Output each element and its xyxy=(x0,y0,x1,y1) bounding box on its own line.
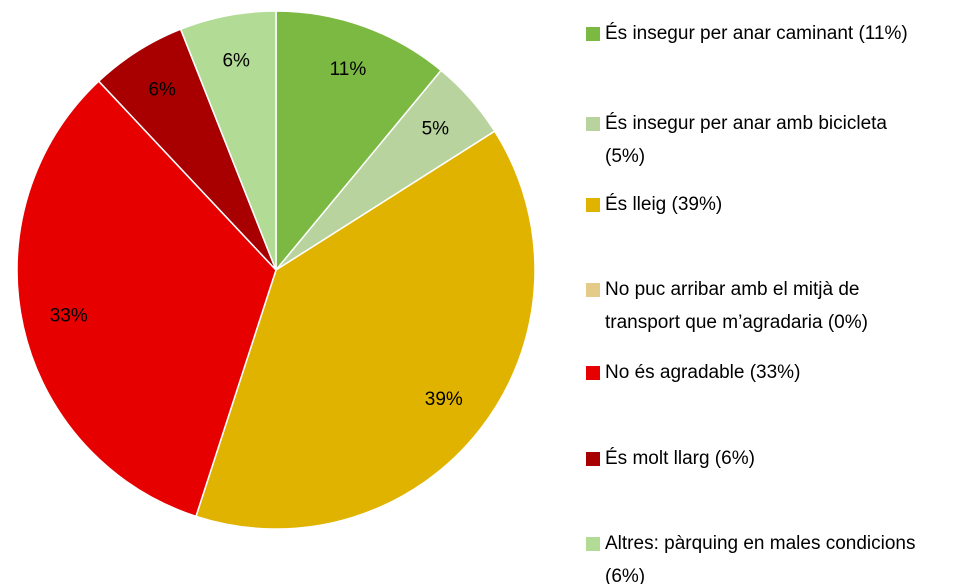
legend-swatch xyxy=(586,283,600,297)
pie-slice xyxy=(179,10,277,271)
legend-label: Altres: pàrquing en males condicions (6%… xyxy=(605,533,916,584)
legend-entry: És lleig (39%) xyxy=(586,188,916,221)
legend-swatch xyxy=(586,366,600,380)
pie-area: 11% 5% 39% 33% 6% 6% xyxy=(16,10,536,530)
legend-label: És insegur per anar caminant (11%) xyxy=(605,23,908,44)
legend-entry: És insegur per anar caminant (11%) xyxy=(586,17,916,50)
legend-label: És molt llarg (6%) xyxy=(605,448,755,469)
legend-swatch xyxy=(586,452,600,466)
legend-entry: És molt llarg (6%) xyxy=(586,442,916,475)
data-label: 33% xyxy=(50,305,88,326)
legend-swatch xyxy=(586,198,600,212)
legend-swatch xyxy=(586,537,600,551)
data-label: 5% xyxy=(422,119,450,140)
legend-entry: No és agradable (33%) xyxy=(586,356,916,389)
legend-label: És insegur per anar amb bicicleta (5%) xyxy=(605,113,887,167)
legend-swatch xyxy=(586,117,600,131)
legend-label: És lleig (39%) xyxy=(605,194,723,215)
legend-entry: Altres: pàrquing en males condicions (6%… xyxy=(586,527,916,584)
pie-slice xyxy=(275,10,443,273)
legend-entry: És insegur per anar amb bicicleta (5%) xyxy=(586,107,916,173)
data-label: 6% xyxy=(148,80,176,101)
data-label: 6% xyxy=(222,50,250,71)
legend-label: No és agradable (33%) xyxy=(605,362,801,383)
data-label: 39% xyxy=(425,389,463,410)
pie-slice xyxy=(195,130,536,530)
pie-slice xyxy=(16,80,277,518)
legend-swatch xyxy=(586,27,600,41)
data-label: 11% xyxy=(330,59,367,80)
legend-entry: No puc arribar amb el mitjà de transport… xyxy=(586,273,916,339)
legend-label: No puc arribar amb el mitjà de transport… xyxy=(605,279,868,333)
